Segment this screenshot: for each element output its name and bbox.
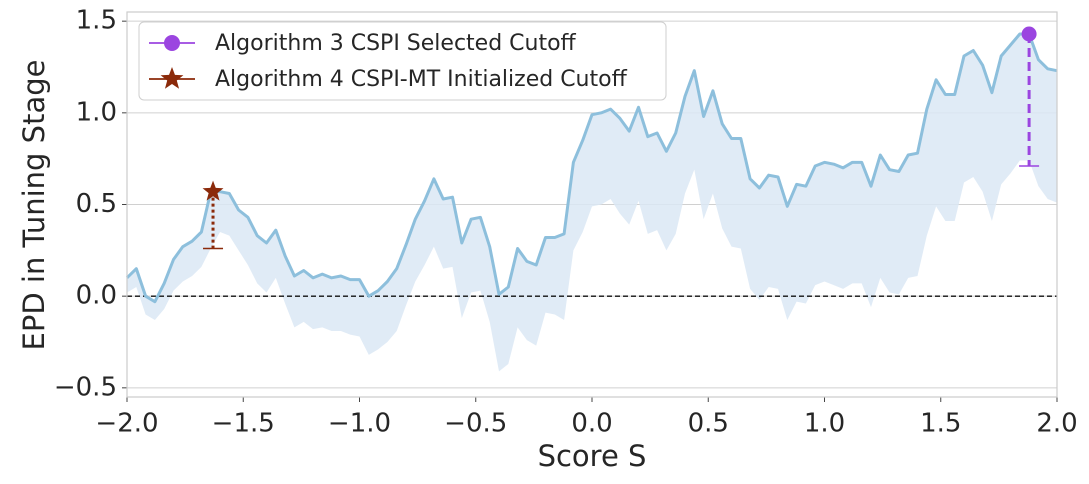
band (127, 34, 1057, 372)
y-tick-label: 1.5 (76, 6, 117, 36)
plot-frame (126, 11, 1058, 398)
x-tick-label: −1.0 (328, 409, 391, 439)
legend-swatch (160, 67, 184, 89)
legend-label: Algorithm 4 CSPI-MT Initialized Cutoff (215, 67, 628, 92)
y-tick-label: 0.5 (76, 189, 117, 219)
x-axis-label: Score S (538, 439, 647, 473)
x-tick-label: 2.0 (1036, 409, 1077, 439)
marker (1021, 26, 1037, 42)
legend (138, 21, 667, 101)
y-tick-label: 1.0 (76, 97, 117, 127)
x-tick-label: 0.5 (688, 409, 729, 439)
marker (202, 180, 224, 201)
y-axis-label: EPD in Tuning Stage (17, 60, 51, 351)
y-tick-label: −0.5 (54, 372, 117, 402)
x-tick-label: −1.5 (212, 409, 275, 439)
legend-swatch (164, 35, 180, 51)
x-tick-label: 0.0 (571, 409, 612, 439)
legend-label: Algorithm 3 CSPI Selected Cutoff (215, 31, 577, 56)
x-tick-label: −2.0 (95, 409, 158, 439)
x-tick-label: −0.5 (444, 409, 507, 439)
line (125, 32, 1058, 304)
x-tick-label: 1.5 (920, 409, 961, 439)
x-tick-label: 1.0 (804, 409, 845, 439)
y-tick-label: 0.0 (76, 281, 117, 311)
